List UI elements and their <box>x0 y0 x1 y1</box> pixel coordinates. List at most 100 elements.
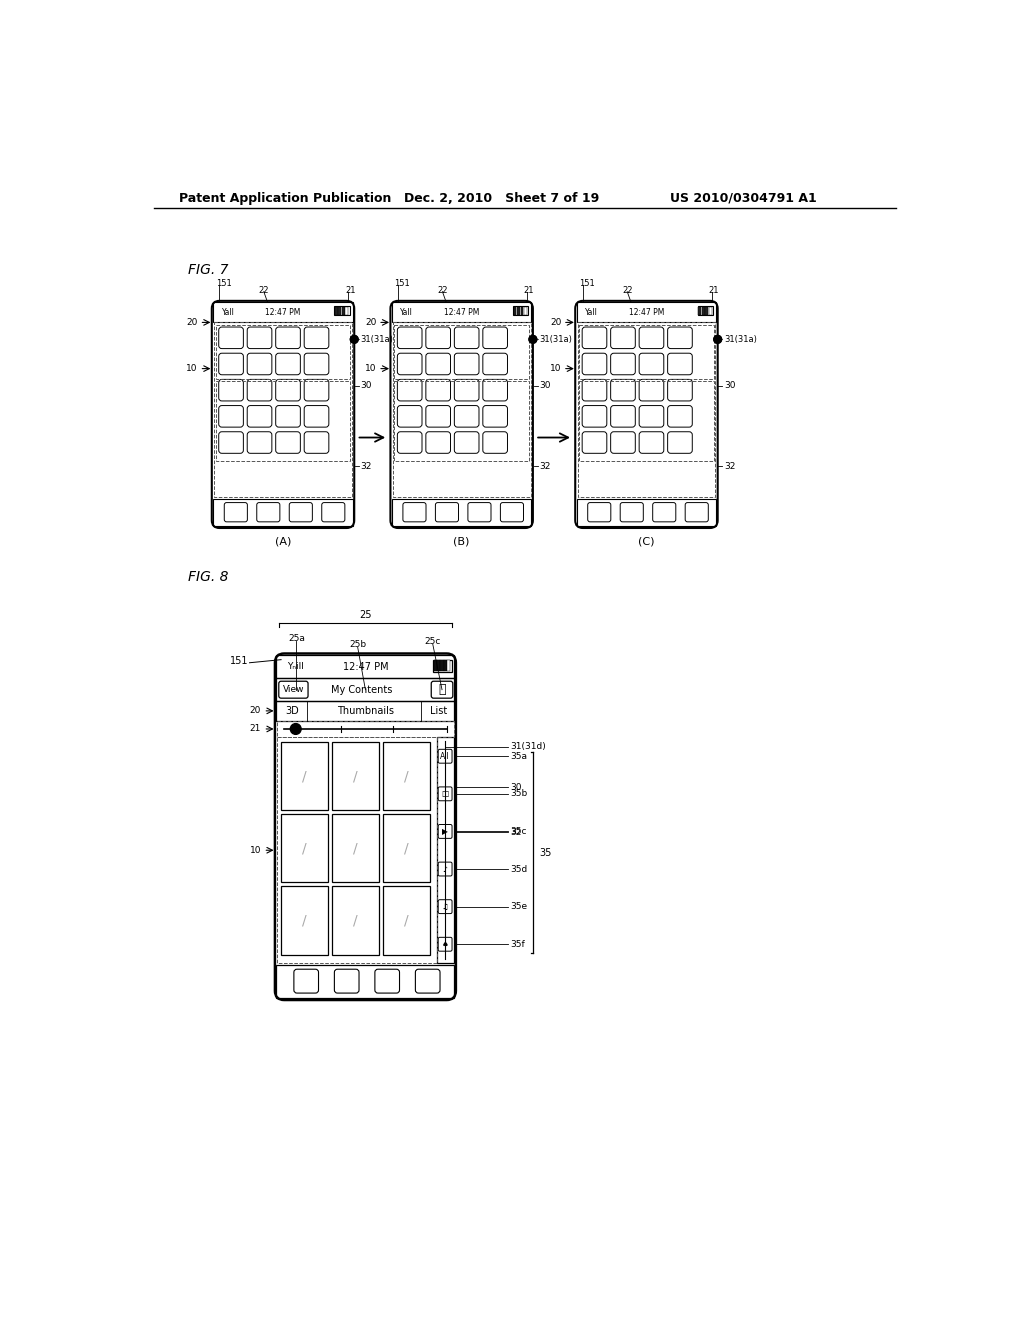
Bar <box>394 325 529 379</box>
Circle shape <box>350 335 358 343</box>
Text: ♠: ♠ <box>441 940 449 949</box>
Text: 31(31a): 31(31a) <box>724 335 757 343</box>
Text: Yall: Yall <box>222 308 234 317</box>
Bar <box>580 325 714 379</box>
Text: 151: 151 <box>580 280 595 288</box>
Text: 35f: 35f <box>510 940 524 949</box>
Text: 20: 20 <box>186 318 198 327</box>
Bar <box>577 499 716 525</box>
Text: 32: 32 <box>724 462 735 471</box>
Bar <box>393 322 530 498</box>
Text: 21: 21 <box>250 725 261 734</box>
Bar <box>392 499 531 525</box>
Text: 12:47 PM: 12:47 PM <box>265 308 301 317</box>
Text: Yall: Yall <box>586 308 598 317</box>
Bar <box>517 308 520 314</box>
Bar <box>701 308 705 314</box>
Text: 35d: 35d <box>510 865 527 874</box>
Text: 10: 10 <box>366 364 377 374</box>
Text: 21: 21 <box>345 285 355 294</box>
Text: 31(31a): 31(31a) <box>539 335 572 343</box>
Bar <box>278 738 436 964</box>
Bar <box>276 655 455 678</box>
Text: 35e: 35e <box>510 902 527 911</box>
Text: 3D: 3D <box>285 706 299 715</box>
Text: /: / <box>353 841 357 855</box>
Text: (B): (B) <box>454 537 470 546</box>
Text: 22: 22 <box>622 285 633 294</box>
Text: US 2010/0304791 A1: US 2010/0304791 A1 <box>670 191 816 205</box>
Text: 35b: 35b <box>510 789 527 799</box>
Bar <box>282 886 328 954</box>
Bar <box>383 886 430 954</box>
Text: 151: 151 <box>229 656 248 667</box>
Text: 151: 151 <box>394 280 410 288</box>
Bar <box>332 814 379 883</box>
Text: 21: 21 <box>709 285 719 294</box>
Bar <box>345 308 348 314</box>
Text: 32: 32 <box>510 828 521 837</box>
Circle shape <box>529 335 537 343</box>
Text: ♫: ♫ <box>441 902 449 911</box>
Text: Yall: Yall <box>400 308 414 317</box>
Bar <box>392 302 531 322</box>
Text: 12:47 PM: 12:47 PM <box>444 308 479 317</box>
Circle shape <box>291 723 301 734</box>
Bar <box>332 886 379 954</box>
Bar <box>278 721 454 738</box>
Text: (C): (C) <box>638 537 654 546</box>
Text: /: / <box>403 841 409 855</box>
Circle shape <box>714 335 722 343</box>
Text: ⌕: ⌕ <box>438 684 445 696</box>
Bar <box>513 306 528 315</box>
Text: 20: 20 <box>250 706 261 715</box>
Bar <box>213 499 352 525</box>
Circle shape <box>714 335 722 343</box>
Text: 32: 32 <box>360 462 372 471</box>
Text: □: □ <box>441 789 449 799</box>
Text: /: / <box>302 841 307 855</box>
Bar <box>282 742 328 810</box>
Text: 25c: 25c <box>425 636 441 645</box>
Text: /: / <box>353 913 357 928</box>
Bar <box>447 660 451 671</box>
Text: Patent Application Publication: Patent Application Publication <box>179 191 391 205</box>
Bar <box>436 738 454 964</box>
Text: /: / <box>403 770 409 783</box>
Text: FIG. 8: FIG. 8 <box>188 569 228 583</box>
Text: 25b: 25b <box>349 640 367 648</box>
Bar <box>514 308 516 314</box>
Bar <box>216 325 350 379</box>
Text: (A): (A) <box>274 537 291 546</box>
Text: 31(31d): 31(31d) <box>510 742 546 751</box>
Text: 20: 20 <box>366 318 377 327</box>
Bar <box>334 306 349 315</box>
Text: 35a: 35a <box>510 752 526 760</box>
Text: 12:47 PM: 12:47 PM <box>629 308 665 317</box>
Text: View: View <box>283 685 304 694</box>
Text: /: / <box>403 913 409 928</box>
Text: /: / <box>302 913 307 928</box>
Bar <box>697 306 713 315</box>
Text: 21: 21 <box>524 285 535 294</box>
Bar <box>342 308 345 314</box>
Bar <box>332 742 379 810</box>
Text: 25a: 25a <box>288 634 305 643</box>
Bar <box>520 308 523 314</box>
Circle shape <box>529 335 537 343</box>
Text: FIG. 7: FIG. 7 <box>188 263 228 277</box>
Circle shape <box>350 335 358 343</box>
Text: 25: 25 <box>359 610 372 620</box>
Bar <box>383 742 430 810</box>
Bar <box>276 701 455 721</box>
Bar <box>580 381 714 461</box>
Text: 31(31a): 31(31a) <box>360 335 393 343</box>
Bar <box>276 965 455 998</box>
Text: 12:47 PM: 12:47 PM <box>343 661 388 672</box>
Bar <box>335 308 338 314</box>
Text: 30: 30 <box>360 381 372 389</box>
Bar <box>282 814 328 883</box>
Text: 35c: 35c <box>510 826 526 836</box>
Bar <box>440 660 443 671</box>
Text: 151: 151 <box>216 280 231 288</box>
